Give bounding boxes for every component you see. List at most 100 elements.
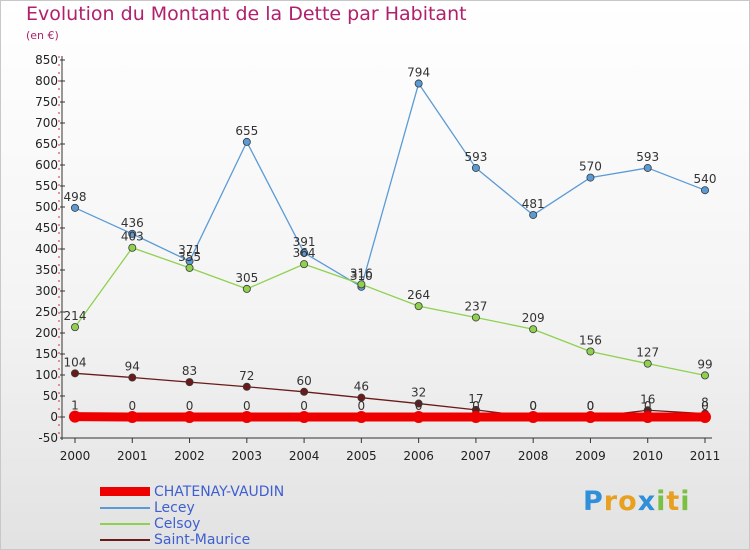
data-point [414, 79, 423, 88]
data-label: 16 [640, 392, 655, 406]
data-label: 0 [644, 399, 652, 413]
y-tick-label: 0 [50, 410, 58, 424]
data-label: 237 [464, 299, 487, 313]
data-point [240, 411, 253, 423]
data-label: 0 [415, 399, 423, 413]
data-label: 305 [235, 271, 258, 285]
data-point [71, 203, 80, 212]
chart-legend: CHATENAY-VAUDIN Lecey Celsoy Saint-Maurice [100, 484, 284, 548]
data-label: 0 [186, 399, 194, 413]
data-label: 0 [587, 399, 595, 413]
legend-item: Celsoy [100, 516, 284, 532]
series-line-celsoy [74, 247, 706, 377]
data-point [71, 323, 80, 332]
data-point [641, 411, 654, 423]
logo-letter: i [680, 486, 691, 517]
chart-title: Evolution du Montant de la Dette par Hab… [26, 3, 467, 25]
x-tick-label: 2002 [174, 449, 205, 463]
data-label: 209 [522, 311, 545, 325]
data-label: 83 [182, 364, 197, 378]
data-point [242, 382, 251, 391]
data-point [126, 411, 139, 423]
data-label: 1 [71, 399, 79, 413]
y-tick-label: 100 [35, 368, 58, 382]
data-label: 156 [579, 333, 602, 347]
legend-swatch [100, 539, 150, 541]
data-point [469, 411, 482, 423]
data-point [584, 411, 597, 423]
data-point [300, 260, 309, 269]
data-label: 127 [636, 346, 659, 360]
data-label: 310 [350, 269, 373, 283]
data-label: 60 [296, 374, 311, 388]
logo-letter: r [603, 486, 619, 517]
data-point [471, 163, 480, 172]
data-point [300, 387, 309, 396]
data-label: 436 [121, 216, 144, 230]
data-point [643, 163, 652, 172]
data-label: 391 [293, 235, 316, 249]
data-point [300, 248, 309, 257]
data-point [529, 325, 538, 334]
legend-label: CHATENAY-VAUDIN [154, 484, 285, 500]
x-tick-label: 2005 [346, 449, 377, 463]
x-tick-label: 2011 [690, 449, 721, 463]
data-label: 355 [178, 250, 201, 264]
y-tick-label: 550 [35, 179, 58, 193]
data-label: 403 [121, 230, 144, 244]
legend-label: Celsoy [154, 516, 201, 532]
legend-item: Lecey [100, 500, 284, 516]
data-label: 72 [239, 369, 254, 383]
data-point [527, 411, 540, 423]
data-label: 46 [354, 380, 369, 394]
data-label: 17 [468, 392, 483, 406]
data-label: 570 [579, 160, 602, 174]
data-label: 0 [358, 399, 366, 413]
data-point [414, 399, 423, 408]
logo-letter: P [583, 486, 604, 517]
legend-label: Saint-Maurice [154, 532, 251, 548]
x-tick-label: 2008 [518, 449, 549, 463]
data-point [128, 229, 137, 238]
data-label: 0 [701, 399, 709, 413]
y-tick-label: 450 [35, 221, 58, 235]
data-label: 32 [411, 386, 426, 400]
y-tick-label: -50 [38, 431, 58, 445]
data-label: 364 [293, 246, 316, 260]
y-tick-label: 500 [35, 200, 58, 214]
legend-item: Saint-Maurice [100, 532, 284, 548]
y-tick-label: 250 [35, 305, 58, 319]
legend-label: Lecey [154, 500, 195, 516]
series-line-lecey [74, 82, 706, 288]
legend-swatch [100, 507, 150, 509]
legend-swatch [100, 523, 150, 525]
data-point [471, 313, 480, 322]
data-label: 371 [178, 243, 201, 257]
data-label: 0 [128, 399, 136, 413]
y-tick-label: 150 [35, 347, 58, 361]
x-tick-label: 2010 [632, 449, 663, 463]
data-label: 655 [235, 124, 258, 138]
x-tick-label: 2009 [575, 449, 606, 463]
data-point [242, 284, 251, 293]
y-tick-label: 850 [35, 53, 58, 67]
data-point [185, 263, 194, 272]
chart-unit-label: (en €) [26, 29, 59, 42]
y-tick-label: 700 [35, 116, 58, 130]
legend-swatch [100, 487, 150, 496]
y-tick-label: 350 [35, 263, 58, 277]
data-point [586, 347, 595, 356]
x-tick-label: 2007 [461, 449, 492, 463]
data-point [586, 173, 595, 182]
data-label: 540 [694, 172, 717, 186]
data-point [643, 359, 652, 368]
data-label: 0 [300, 399, 308, 413]
data-point [71, 369, 80, 378]
data-point [701, 371, 710, 380]
data-label: 0 [529, 399, 537, 413]
data-point [529, 210, 538, 219]
data-point [699, 411, 711, 423]
data-label: 316 [350, 266, 373, 280]
